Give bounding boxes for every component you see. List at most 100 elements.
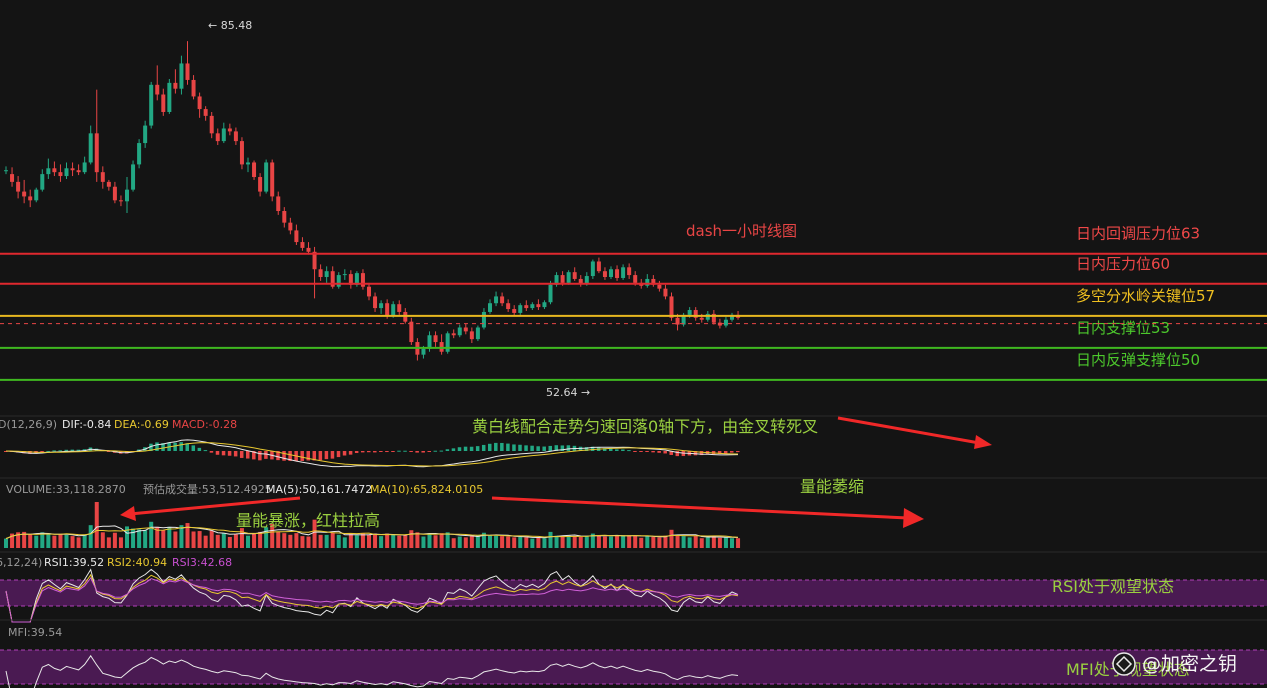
volume-bar [300, 536, 305, 548]
macd-bar [457, 447, 462, 451]
volume-bar [70, 536, 75, 548]
candle-body [149, 84, 154, 126]
macd-bar [246, 451, 250, 459]
volume-bar [112, 532, 117, 548]
macd-bar [445, 449, 450, 451]
low-price-label: 52.64 → [546, 386, 590, 399]
macd-bar [221, 451, 226, 456]
candle-body [609, 269, 613, 278]
volume-bar [221, 533, 226, 548]
candle-body [28, 196, 33, 201]
volume-bar [264, 527, 269, 548]
candle [40, 169, 45, 192]
volume-bar [342, 537, 347, 548]
candle [711, 310, 716, 325]
candle [52, 161, 57, 177]
candle-body [203, 109, 208, 116]
macd-bar [197, 447, 202, 451]
volume-bar [40, 532, 45, 548]
candle-body [221, 128, 226, 142]
volume-bar [373, 533, 378, 548]
volume-bar [451, 538, 456, 548]
candle [252, 160, 257, 180]
macd-bar [427, 451, 431, 452]
macd-bar [615, 449, 619, 451]
candle-body [112, 186, 117, 201]
macd-bar [149, 443, 153, 451]
macd-bar [324, 451, 329, 460]
candle-body [530, 304, 535, 309]
volume-annotation-right: 量能萎缩 [800, 477, 864, 496]
candle-body [312, 251, 317, 270]
macd-dea-label: DEA:-0.69 [114, 418, 169, 431]
candle [167, 78, 172, 114]
candle-body [645, 278, 650, 286]
volume-bar [524, 537, 529, 548]
volume-bar [536, 537, 541, 548]
volume-bar [282, 533, 287, 548]
macd-bar [518, 444, 522, 451]
candle [397, 300, 402, 315]
macd-bar [506, 443, 510, 451]
candle [82, 156, 87, 175]
candle-body [518, 305, 523, 313]
volume-bar [143, 530, 148, 548]
candle-body [118, 200, 123, 202]
volume-bar [736, 538, 741, 548]
candle-body [348, 274, 353, 285]
candle [106, 179, 111, 191]
volume-bar [306, 536, 311, 548]
macd-bar [609, 448, 613, 451]
candle-body [475, 327, 480, 340]
candle-body [88, 133, 93, 163]
macd-bar [252, 451, 256, 460]
volume-bar [421, 536, 426, 548]
candle-body [578, 278, 583, 284]
volume-bar [663, 535, 668, 548]
volume-bar [397, 535, 402, 548]
macd-bar [373, 451, 377, 453]
macd-bar [52, 450, 56, 452]
macd-bar [494, 442, 498, 451]
candle [409, 317, 414, 345]
candle-body [167, 82, 172, 112]
level-label: 日内压力位60 [1076, 255, 1170, 273]
candle-body [246, 162, 250, 165]
macd-bar [663, 451, 667, 454]
macd-bar [300, 451, 304, 461]
candle [524, 300, 529, 311]
macd-bar [185, 443, 189, 451]
volume-bar [554, 535, 559, 548]
volume-bar [294, 533, 299, 548]
volume-bar [439, 533, 444, 548]
candle [488, 299, 492, 314]
candle [373, 292, 378, 312]
volume-bar [354, 535, 359, 548]
candle-body [197, 96, 202, 110]
candle [276, 191, 281, 215]
candle-body [185, 63, 190, 80]
macd-bar [209, 451, 214, 453]
candle-body [379, 303, 384, 309]
macd-header-prefix: D(12,26,9) [0, 418, 57, 431]
candle [306, 242, 311, 255]
candle-body [360, 273, 365, 287]
macd-bar [415, 451, 419, 453]
candle-body [258, 177, 263, 192]
candle-body [52, 168, 57, 173]
macd-bar [40, 451, 44, 453]
candle-body [252, 162, 257, 178]
macd-bar [421, 451, 425, 453]
candle [627, 263, 632, 279]
candle [481, 308, 486, 330]
volume-est: 预估成交量:53,512.4925 [143, 482, 272, 496]
volume-bar [318, 534, 323, 548]
macd-dea-line [5, 442, 739, 467]
volume-bar [4, 538, 8, 548]
volume-bar [215, 534, 220, 548]
candle-body [239, 141, 244, 165]
candle-body [34, 189, 39, 201]
rsi-panel: 6,12,24) RSI1:39.52 RSI2:40.94 RSI3:42.6… [0, 551, 1267, 623]
volume-bar [542, 538, 547, 548]
candle [330, 266, 335, 289]
